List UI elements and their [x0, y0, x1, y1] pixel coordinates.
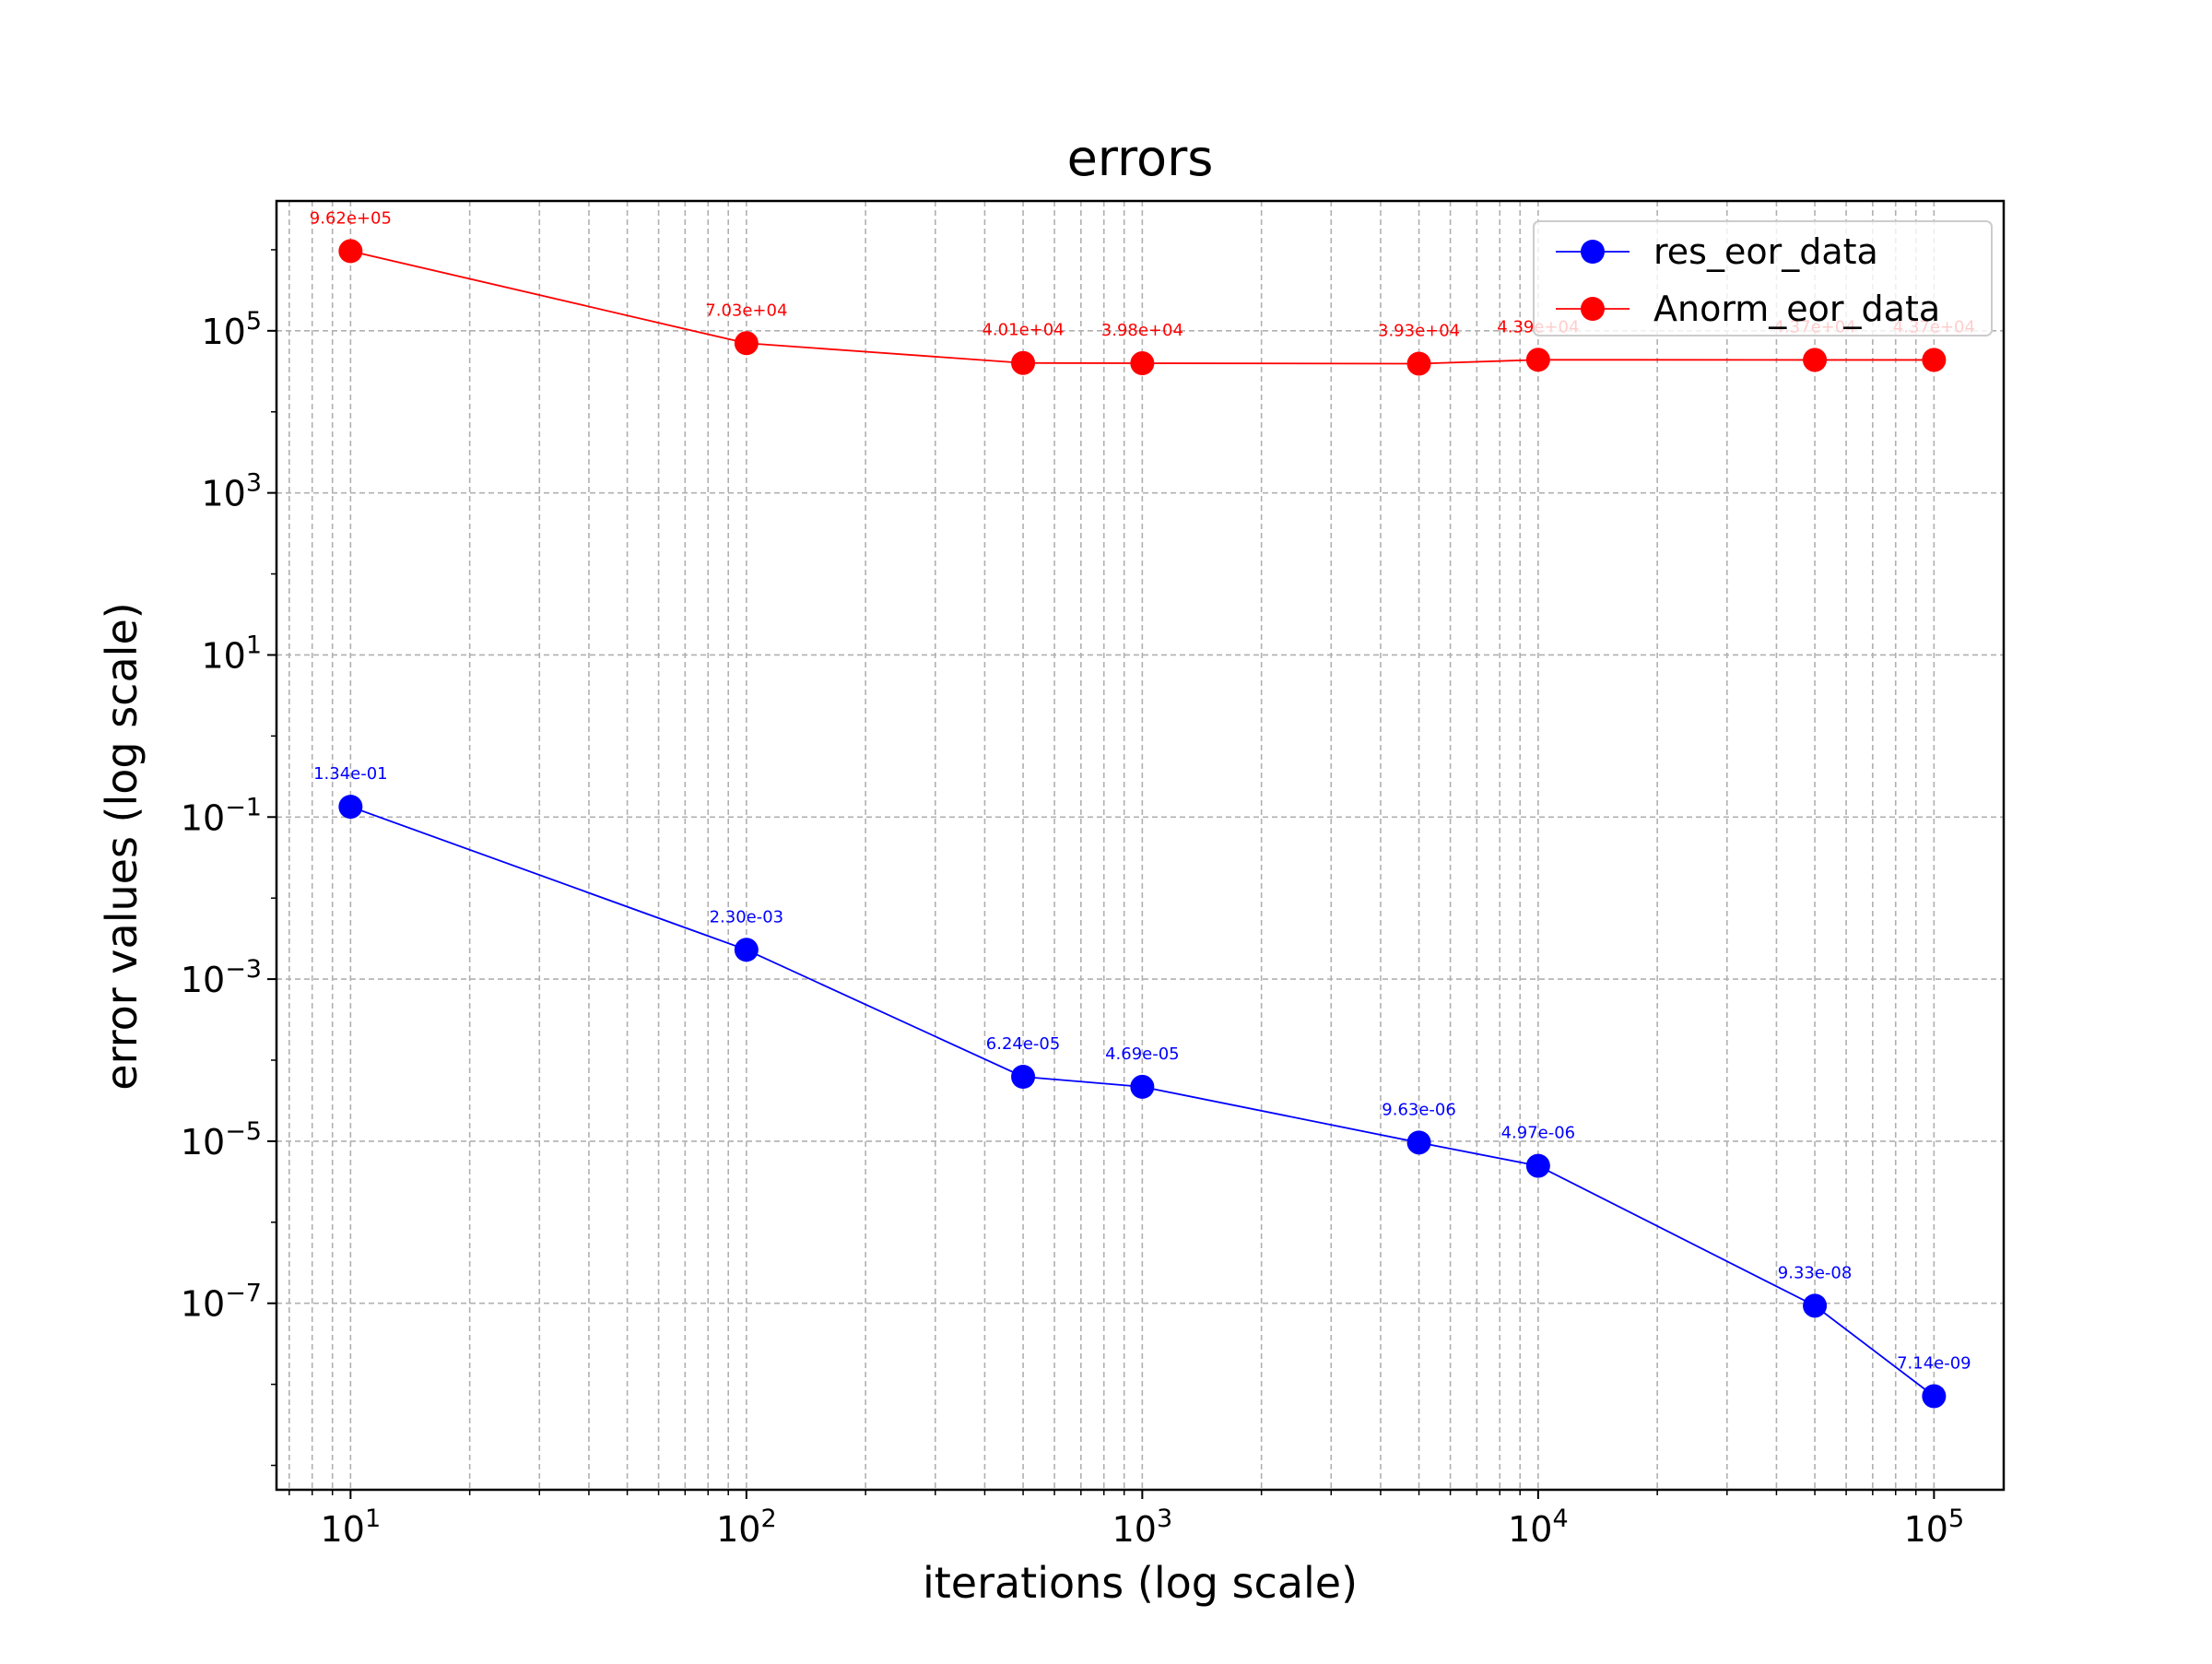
data-label: 7.14e-09	[1897, 1353, 1971, 1373]
x-tick-label: 103	[1112, 1505, 1173, 1550]
axis-ticks: 101 102 103 104 105 105 103 101 10−1 10−3 10−5 10−7	[181, 249, 1965, 1550]
data-point	[1803, 348, 1828, 372]
y-tick-label: 101	[201, 631, 262, 676]
y-axis-label: error values (log scale)	[97, 602, 147, 1090]
data-point	[734, 938, 759, 962]
data-point	[1922, 348, 1947, 372]
data-label: 4.01e+04	[982, 321, 1064, 340]
chart-title: errors	[1067, 129, 1214, 187]
data-point	[1525, 1153, 1550, 1178]
data-label: 3.93e+04	[1378, 321, 1460, 340]
data-point	[1406, 1130, 1431, 1155]
series-line-res_eor_data	[350, 806, 1935, 1398]
data-point	[1803, 1293, 1828, 1318]
y-tick-label: 10−7	[181, 1280, 262, 1325]
data-label: 3.98e+04	[1101, 321, 1183, 340]
plot-frame	[275, 199, 2006, 1492]
data-point	[734, 331, 759, 356]
data-point	[1406, 351, 1431, 376]
y-tick-label: 10−1	[181, 793, 262, 838]
y-tick-label: 10−3	[181, 955, 262, 1000]
grid-lines	[276, 201, 2004, 1490]
data-label: 9.62e+05	[310, 208, 392, 228]
data-point	[1011, 1065, 1036, 1090]
legend-marker	[1581, 297, 1605, 321]
data-point	[338, 239, 363, 264]
data-label: 7.03e+04	[705, 301, 787, 320]
legend: res_eor_data Anorm_eor_data	[1533, 220, 1993, 336]
data-point	[1011, 350, 1036, 375]
data-point	[1130, 351, 1155, 376]
x-tick-label: 104	[1508, 1505, 1569, 1550]
legend-label: Anorm_eor_data	[1653, 289, 1940, 329]
x-axis-label: iterations (log scale)	[923, 1558, 1358, 1608]
x-tick-label: 102	[716, 1505, 777, 1550]
x-tick-label: 101	[321, 1505, 382, 1550]
y-tick-label: 103	[201, 469, 262, 514]
y-tick-label: 105	[201, 307, 262, 352]
data-label: 6.24e-05	[986, 1034, 1061, 1054]
data-point	[1525, 348, 1550, 372]
legend-marker	[1581, 240, 1605, 264]
data-label: 4.69e-05	[1105, 1044, 1180, 1064]
data-label: 9.33e-08	[1778, 1263, 1853, 1282]
data-label: 9.63e-06	[1382, 1100, 1456, 1119]
data-point	[1922, 1384, 1947, 1409]
legend-label: res_eor_data	[1653, 231, 1878, 272]
y-tick-label: 10−5	[181, 1117, 262, 1162]
series-line-Anorm_eor_data	[350, 250, 1935, 365]
data-label: 4.97e-06	[1501, 1124, 1576, 1143]
data-point	[1130, 1074, 1155, 1099]
data-label: 2.30e-03	[710, 907, 784, 926]
x-tick-label: 105	[1904, 1505, 1965, 1550]
series-layer: 1.34e-01 2.30e-03 6.24e-05 4.69e-05 9.63e-06…	[310, 208, 1975, 1409]
data-label: 1.34e-01	[313, 764, 388, 784]
legend-box	[1533, 220, 1993, 336]
data-point	[338, 795, 363, 820]
